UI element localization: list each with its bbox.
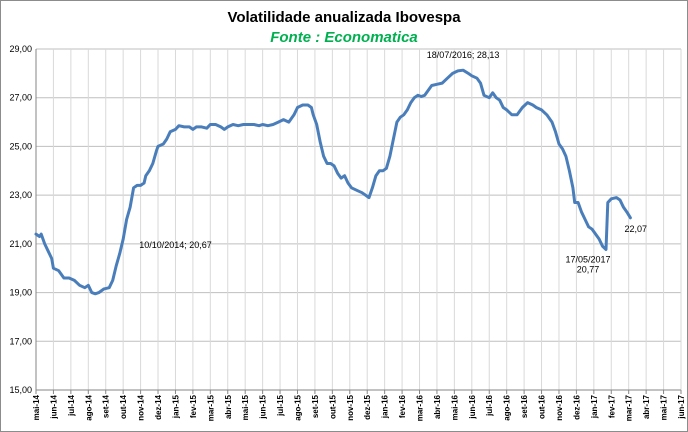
chart-subtitle: Fonte : Economatica <box>270 29 418 46</box>
x-tick-label: fev-16 <box>398 394 407 418</box>
series-line-0 <box>34 68 632 296</box>
x-tick-label: jul-15 <box>276 394 285 416</box>
x-tick-label: mar-16 <box>416 394 425 421</box>
x-tick-label: mar-15 <box>206 394 215 421</box>
x-tick-label: set-14 <box>102 394 111 418</box>
x-tick-label: jul-14 <box>67 394 76 416</box>
data-label: 22,07 <box>624 224 647 234</box>
y-tick-label: 29,00 <box>9 44 32 54</box>
x-tick-label: ago-14 <box>84 394 93 420</box>
y-tick-label: 17,00 <box>9 336 32 346</box>
x-tick-label: jun-17 <box>677 394 686 419</box>
x-tick-label: mai-14 <box>32 394 41 420</box>
y-tick-label: 21,00 <box>9 239 32 249</box>
x-tick-label: jan-16 <box>381 394 390 419</box>
x-tick-label: jun-15 <box>259 394 268 419</box>
y-tick-label: 23,00 <box>9 190 32 200</box>
x-tick-label: abr-17 <box>642 394 651 419</box>
x-tick-label: nov-16 <box>555 394 564 420</box>
x-tick-label: dez-14 <box>154 394 163 419</box>
x-tick-label: nov-14 <box>137 394 146 420</box>
x-tick-label: jul-16 <box>485 394 494 416</box>
x-tick-label: mai-15 <box>241 394 250 420</box>
x-tick-label: jun-14 <box>49 394 58 419</box>
x-tick-label: mar-17 <box>625 394 634 421</box>
x-tick-label: dez-15 <box>363 394 372 419</box>
x-tick-label: jan-15 <box>171 394 180 419</box>
x-tick-label: abr-16 <box>433 394 442 419</box>
data-label: 20,77 <box>577 264 600 274</box>
chart-title: Volatilidade anualizada Ibovespa <box>227 9 461 26</box>
data-label: 18/07/2016; 28,13 <box>427 50 500 60</box>
x-tick-label: out-15 <box>328 394 337 419</box>
x-tick-label: nov-15 <box>346 394 355 420</box>
y-tick-label: 25,00 <box>9 141 32 151</box>
data-label: 10/10/2014; 20,67 <box>139 240 212 250</box>
x-tick-label: fev-15 <box>189 394 198 418</box>
x-tick-label: out-16 <box>538 394 547 419</box>
data-label: 17/05/2017 <box>566 254 611 264</box>
y-tick-label: 19,00 <box>9 288 32 298</box>
x-tick-label: dez-16 <box>572 394 581 419</box>
x-tick-label: set-15 <box>311 394 320 418</box>
plot-area <box>36 49 681 390</box>
y-tick-label: 27,00 <box>9 93 32 103</box>
y-tick-label: 15,00 <box>9 385 32 395</box>
x-tick-label: mai-17 <box>660 394 669 420</box>
x-tick-label: ago-15 <box>293 394 302 420</box>
x-tick-label: out-14 <box>119 394 128 419</box>
x-tick-label: abr-15 <box>224 394 233 419</box>
x-tick-label: mai-16 <box>450 394 459 420</box>
x-tick-label: jun-16 <box>468 394 477 419</box>
x-tick-label: fev-17 <box>607 394 616 418</box>
x-tick-label: ago-16 <box>503 394 512 420</box>
x-tick-label: set-16 <box>520 394 529 418</box>
x-tick-label: jan-17 <box>590 394 599 419</box>
